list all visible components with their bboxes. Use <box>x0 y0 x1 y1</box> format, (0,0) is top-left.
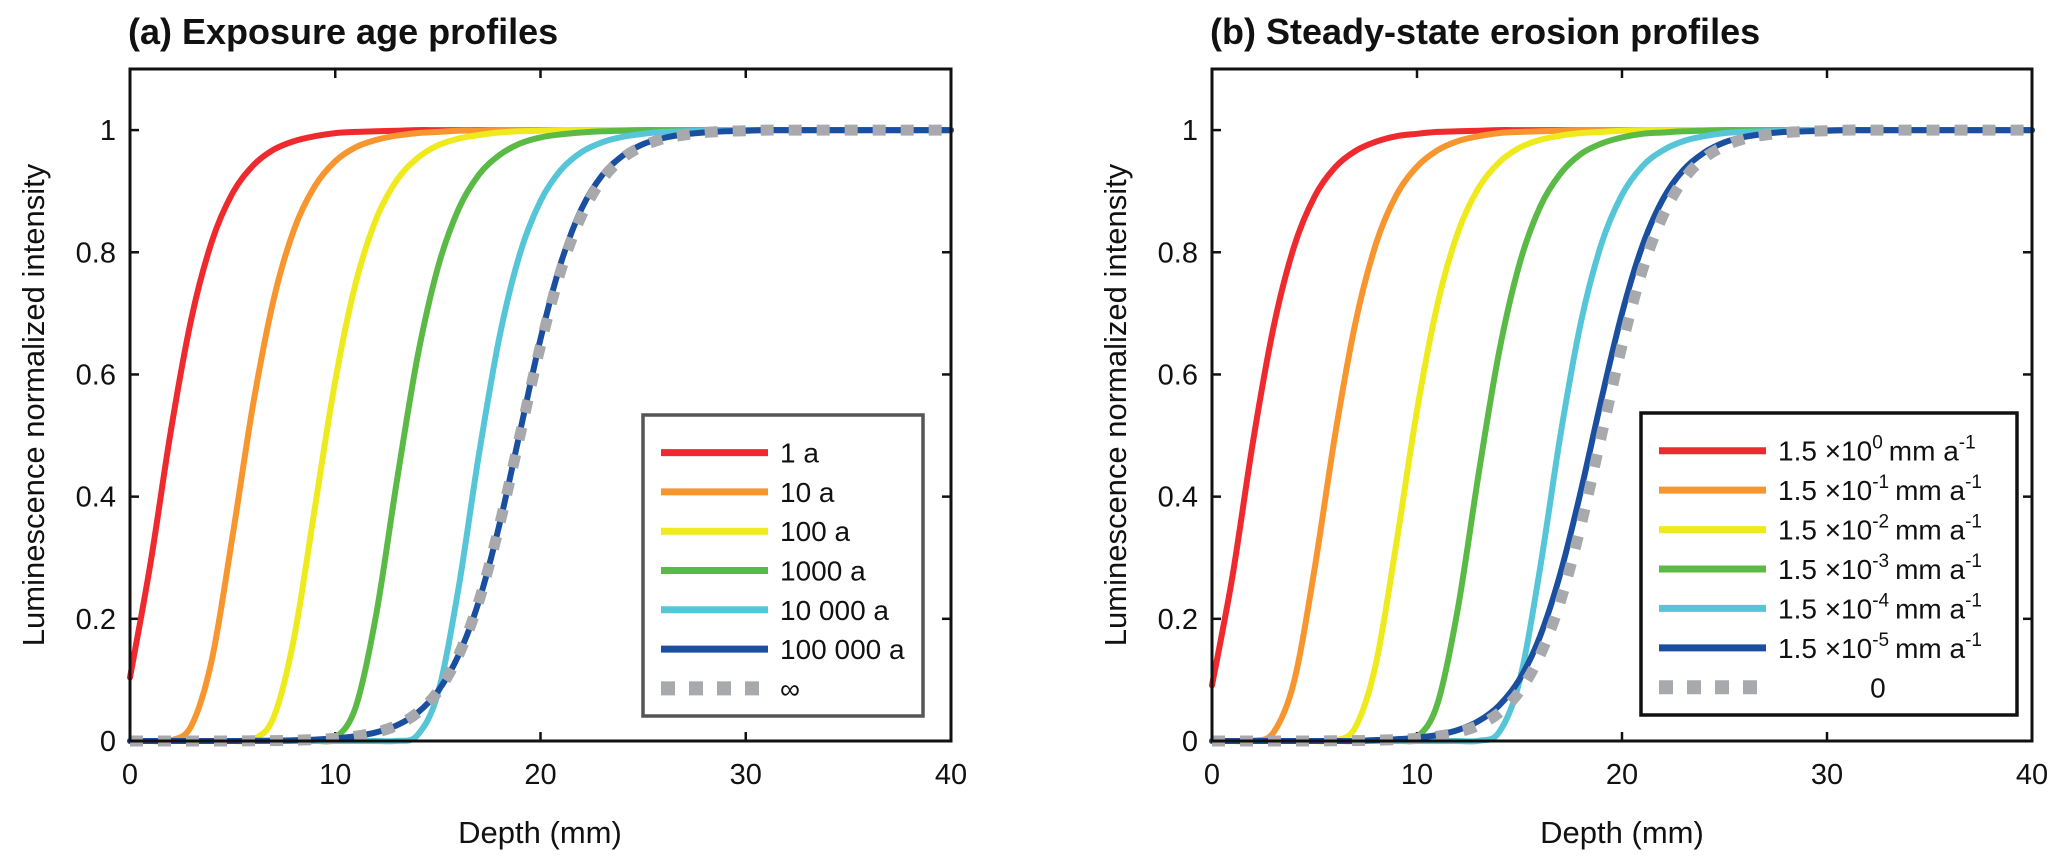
legend-label: 1.5 ×10-3 mm a-1 <box>1778 551 1982 585</box>
legend-item: 1.5 ×100 mm a-1 <box>1659 433 1976 467</box>
x-tick-label: 40 <box>2016 759 2048 791</box>
legend-label-main: 1.5 ×10 <box>1778 436 1872 467</box>
legend-label: 10 a <box>780 477 835 508</box>
legend-label: 10 000 a <box>780 595 889 626</box>
legend-item: 1.5 ×10-5 mm a-1 <box>1659 630 1982 664</box>
panel-b-steady-state-erosion: (b) Steady-state erosion profiles Lumine… <box>1098 11 2048 850</box>
legend-label-unit-exp: -1 <box>1965 630 1982 651</box>
legend-label-unit: mm a <box>1889 436 1959 467</box>
legend-label-unit-exp: -1 <box>1959 433 1976 454</box>
legend-item: 1000 a <box>661 556 866 587</box>
legend-label-unit-exp: -1 <box>1965 590 1982 611</box>
legend-label: 1.5 ×10-5 mm a-1 <box>1778 630 1982 664</box>
legend-label-main: 1.5 ×10 <box>1778 554 1872 585</box>
legend-label: 0 <box>1870 672 1886 703</box>
x-tick-label: 20 <box>1606 759 1638 791</box>
panel-b-xlabel: Depth (mm) <box>1540 815 1704 850</box>
panel-a-xlabel: Depth (mm) <box>458 815 622 850</box>
x-tick-label: 30 <box>1811 759 1843 791</box>
panel-a-ylabel: Luminescence normalized intensity <box>16 163 51 646</box>
legend-label-exp: -2 <box>1872 512 1889 533</box>
legend-item: 1.5 ×10-2 mm a-1 <box>1659 512 1982 546</box>
legend-label-exp: 0 <box>1872 433 1883 454</box>
legend-label-main: 1.5 ×10 <box>1778 633 1872 664</box>
legend-label: 1.5 ×10-2 mm a-1 <box>1778 512 1982 546</box>
y-tick-label: 0 <box>1182 726 1198 758</box>
x-tick-label: 40 <box>935 759 967 791</box>
y-tick-label: 0.8 <box>1158 237 1198 269</box>
x-tick-label: 30 <box>730 759 762 791</box>
legend-box <box>641 413 925 718</box>
legend-label: 1.5 ×10-1 mm a-1 <box>1778 472 1982 506</box>
y-tick-label: 0.6 <box>76 359 116 391</box>
y-tick-label: 0.2 <box>76 604 116 636</box>
legend-label-unit: mm a <box>1895 593 1965 624</box>
legend-item: 1.5 ×10-1 mm a-1 <box>1659 472 1982 506</box>
x-tick-label: 10 <box>319 759 351 791</box>
legend-label-unit: mm a <box>1895 554 1965 585</box>
legend-label: 100 000 a <box>780 634 905 665</box>
legend-label-unit: mm a <box>1895 633 1965 664</box>
y-tick-label: 0.4 <box>1158 482 1198 514</box>
legend-item: 1.5 ×10-3 mm a-1 <box>1659 551 1982 585</box>
legend-label-exp: -1 <box>1872 472 1889 493</box>
x-tick-label: 0 <box>1204 759 1220 791</box>
legend-label: 1.5 ×10-4 mm a-1 <box>1778 590 1982 624</box>
legend-label-main: 1.5 ×10 <box>1778 475 1872 506</box>
legend-label: 1 a <box>780 438 819 469</box>
y-tick-label: 0.8 <box>76 237 116 269</box>
legend-label-main: 1.5 ×10 <box>1778 593 1872 624</box>
legend-item: 100 000 a <box>661 634 905 665</box>
legend-label: 1000 a <box>780 556 866 587</box>
x-tick-label: 10 <box>1401 759 1433 791</box>
legend-box <box>1639 411 2019 717</box>
legend-label-main: 1.5 ×10 <box>1778 515 1872 546</box>
x-tick-label: 0 <box>122 759 138 791</box>
panel-b-axes-frame <box>1210 67 2034 743</box>
legend-item: ∞ <box>661 673 800 704</box>
legend-label-unit-exp: -1 <box>1965 472 1982 493</box>
legend-item: 0 <box>1659 672 1886 703</box>
legend-label-unit: mm a <box>1895 475 1965 506</box>
panel-a-ticks: 0 10 20 30 40 0 0.2 0.4 0.6 0.8 1 <box>76 69 967 791</box>
panel-a-legend: 1 a 10 a 100 a 1000 a 10 000 a 100 000 a ∞ <box>641 413 925 718</box>
y-tick-label: 0.4 <box>76 482 116 514</box>
panel-a-axes-frame <box>128 67 953 743</box>
legend-item: 10 000 a <box>661 595 889 626</box>
panel-a-exposure-age: (a) Exposure age profiles Luminescence n… <box>16 11 967 850</box>
panel-b-legend: 1.5 ×100 mm a-11.5 ×10-1 mm a-11.5 ×10-2 mm… <box>1639 411 2019 717</box>
legend-label-exp: -4 <box>1872 590 1889 611</box>
y-tick-label: 0.6 <box>1158 359 1198 391</box>
x-tick-label: 20 <box>524 759 556 791</box>
legend-item: 10 a <box>661 477 835 508</box>
legend-label: 100 a <box>780 516 850 547</box>
legend-label-unit: mm a <box>1895 515 1965 546</box>
legend-label-unit-exp: -1 <box>1965 551 1982 572</box>
y-tick-label: 0 <box>100 726 116 758</box>
legend-item: 1 a <box>661 438 819 469</box>
legend-label-exp: -5 <box>1872 630 1889 651</box>
panel-b-title: (b) Steady-state erosion profiles <box>1210 11 1760 52</box>
panel-b-ylabel: Luminescence normalized intensity <box>1098 163 1133 646</box>
legend-item: 100 a <box>661 516 850 547</box>
y-tick-label: 1 <box>100 115 116 147</box>
panel-a-title: (a) Exposure age profiles <box>128 11 558 52</box>
legend-label: ∞ <box>780 673 800 704</box>
legend-label-exp: -3 <box>1872 551 1889 572</box>
y-tick-label: 0.2 <box>1158 604 1198 636</box>
legend-item: 1.5 ×10-4 mm a-1 <box>1659 590 1982 624</box>
legend-label-unit-exp: -1 <box>1965 512 1982 533</box>
legend-label: 1.5 ×100 mm a-1 <box>1778 433 1976 467</box>
y-tick-label: 1 <box>1182 115 1198 147</box>
